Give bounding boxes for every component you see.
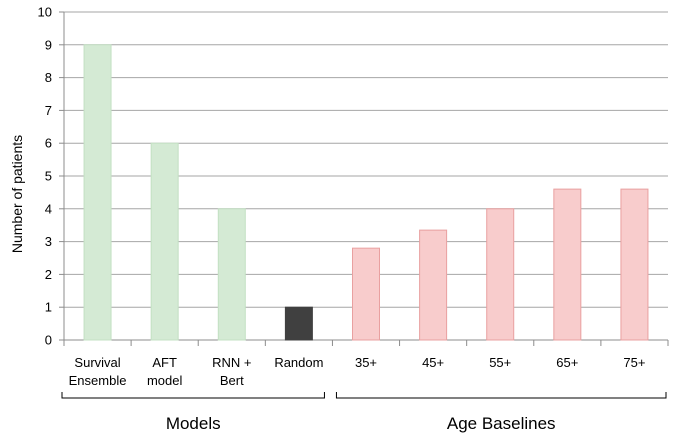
y-tick-label: 4 bbox=[45, 201, 52, 216]
bar bbox=[486, 208, 515, 341]
x-tick-label: 65+ bbox=[556, 355, 578, 370]
y-tick-label: 9 bbox=[45, 37, 52, 52]
y-tick-label: 2 bbox=[45, 267, 52, 282]
y-tick-label: 0 bbox=[45, 333, 52, 348]
bar bbox=[419, 229, 448, 341]
bars bbox=[83, 44, 649, 341]
bar bbox=[352, 247, 380, 341]
x-tick-label: Random bbox=[274, 355, 323, 370]
x-tick-label: Ensemble bbox=[69, 373, 127, 388]
y-tick-label: 10 bbox=[38, 5, 52, 20]
y-tick-label: 1 bbox=[45, 300, 52, 315]
group-label: Models bbox=[166, 414, 221, 433]
y-tick-label: 8 bbox=[45, 70, 52, 85]
y-tick-label: 3 bbox=[45, 234, 52, 249]
bar bbox=[83, 44, 112, 341]
x-tick-label: RNN + bbox=[212, 355, 251, 370]
x-tick-label: 75+ bbox=[623, 355, 645, 370]
y-tick-label: 7 bbox=[45, 103, 52, 118]
bar bbox=[284, 306, 313, 341]
group-label: Age Baselines bbox=[447, 414, 556, 433]
bar bbox=[620, 188, 649, 341]
group-bracket bbox=[61, 392, 325, 399]
y-tick-label: 6 bbox=[45, 136, 52, 151]
x-tick-label: AFT bbox=[152, 355, 177, 370]
x-tick-label: 35+ bbox=[355, 355, 377, 370]
bar bbox=[150, 142, 179, 341]
x-tick-label: 45+ bbox=[422, 355, 444, 370]
x-tick-label: 55+ bbox=[489, 355, 511, 370]
x-category-labels: Survival Ensemble AFT model RNN + Bert Random 3… bbox=[69, 355, 646, 388]
y-axis-label: Number of patients bbox=[9, 135, 25, 253]
bar bbox=[217, 208, 246, 341]
y-tick-label: 5 bbox=[45, 169, 52, 184]
y-tick-labels: 0 1 2 3 4 5 6 7 8 9 10 bbox=[38, 5, 52, 348]
x-tick-label: model bbox=[147, 373, 183, 388]
category-groups: Models Age Baselines bbox=[61, 392, 667, 433]
group-bracket bbox=[335, 392, 667, 399]
x-tick-label: Survival bbox=[74, 355, 120, 370]
bar bbox=[553, 188, 582, 341]
x-tick-label: Bert bbox=[220, 373, 244, 388]
